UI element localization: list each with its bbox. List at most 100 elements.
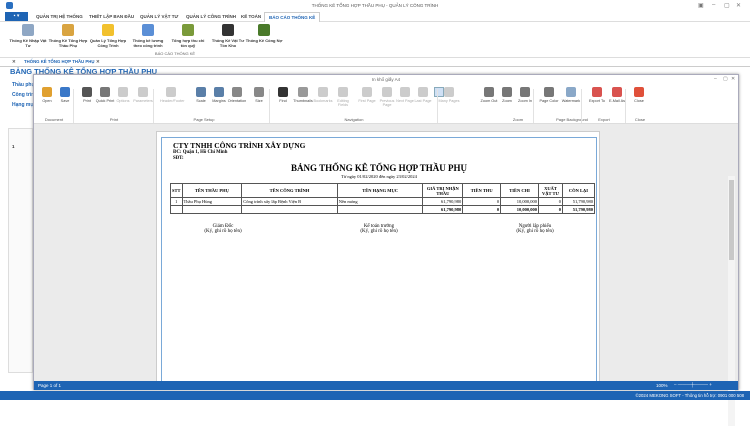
toolbar-export-to[interactable]: Export To [586, 87, 608, 103]
toolbar-thumbnails[interactable]: Thumbnails [292, 87, 314, 103]
sigma-icon [62, 24, 74, 36]
zoom-in-icon [520, 87, 530, 97]
maximize-button[interactable]: ▢ [724, 3, 730, 9]
ribbon-btn-thong-ke-vat-tu-ton-kho[interactable]: Thống Kê Vật Tư Tồn Kho [208, 24, 248, 48]
lightbulb-icon [102, 24, 114, 36]
toolbar-margins[interactable]: Margins [208, 87, 230, 103]
col-con-lai: CÒN LẠI [561, 183, 596, 198]
toolbar-e-mail-as[interactable]: E-Mail As [606, 87, 628, 103]
data-grid[interactable]: 1 [8, 128, 33, 373]
toolbar-label: Header/Footer [160, 99, 185, 103]
toolbar-options[interactable]: Options [112, 87, 134, 103]
help-icon[interactable]: ▣ [698, 3, 704, 9]
toolbar-open[interactable]: Open [36, 87, 58, 103]
toolbar-first-page[interactable]: First Page [356, 87, 378, 103]
toolbar-editing-fields[interactable]: Editing Fields [332, 87, 354, 108]
tab-bao-cao-thong-ke[interactable]: BÁO CÁO THỐNG KÊ [264, 12, 321, 22]
file-menu-button[interactable]: ▪ ▾ [5, 12, 28, 21]
toolbar-close[interactable]: Close [628, 87, 650, 103]
label-thau-phu: Thầu phụ [12, 82, 35, 88]
group-label-print: Print [109, 117, 119, 122]
doc-tab-thong-ke[interactable]: THỐNG KÊ TỔNG HỢP THẦU PHỤ [24, 59, 95, 64]
ribbon-btn-label: Thống Kê Công Nợ [245, 38, 283, 43]
cell: Công trình xây lắp Bệnh Viện B [241, 197, 338, 206]
preview-close[interactable]: ✕ [731, 76, 736, 82]
group-label-navigation: Navigation [344, 117, 364, 122]
scale-icon [196, 87, 206, 97]
toolbar-label: Export To [589, 99, 605, 103]
close-circle-icon [634, 87, 644, 97]
toolbar-find[interactable]: Find [272, 87, 294, 103]
toolbar-many-pages[interactable]: Many Pages [438, 87, 460, 103]
toolbar-print[interactable]: Print [76, 87, 98, 103]
email-pdf-icon [612, 87, 622, 97]
cell: 0 [462, 197, 502, 206]
toolbar-page-color[interactable]: Page Color [538, 87, 560, 103]
zoom-slider[interactable]: – ———┼——— + [674, 382, 712, 387]
ribbon-btn-thong-ke-luong-theo-cong-trinh[interactable]: Thống kê lương theo công trình [128, 24, 168, 48]
page-color-icon [544, 87, 554, 97]
tab-quan-ly-cong-trinh[interactable]: QUẢN LÝ CÔNG TRÌNH [186, 14, 236, 19]
ribbon-btn-thong-ke-nhap-vat-tu[interactable]: Thống Kê Nhập Vật Tư [8, 24, 48, 48]
toolbar-label: Page Color [539, 99, 559, 103]
page-title: BẢNG THỐNG KÊ TỔNG HỢP THẦU PHỤ [10, 67, 158, 76]
report-page: CTY TNHH CÔNG TRÌNH XÂY DỰNG ĐC: Quận 1,… [156, 131, 600, 383]
toolbar-save[interactable]: Save [54, 87, 76, 103]
total-cell: 51,790,980 [561, 205, 596, 214]
tab-quan-ly-vat-tu[interactable]: QUẢN LÝ VẬT TƯ [140, 14, 179, 19]
cell: 0 [538, 197, 563, 206]
ribbon-btn-tong-hop-thu-chi-ton-quy[interactable]: Tổng hợp thu chi tồn quỹ [168, 24, 208, 48]
toolbar-zoom-out[interactable]: Zoom Out [478, 87, 500, 103]
col-stt: STT [170, 183, 183, 198]
toolbar-size[interactable]: Size [248, 87, 270, 103]
toolbar-label: Zoom In [518, 99, 532, 103]
table-row: 1 Thầu Phụ Hùng Công trình xây lắp Bệnh … [170, 197, 596, 206]
vertical-scrollbar[interactable] [728, 176, 735, 426]
group-separator [269, 89, 270, 123]
app-status-bar: ©2024 MEKONG SOFT - Thông tin hỗ trợ: 09… [0, 391, 750, 400]
total-cell: 0 [462, 205, 502, 214]
toolbar-header-footer[interactable]: Header/Footer [160, 87, 185, 103]
toolbar-next-page[interactable]: Next Page [394, 87, 416, 103]
toolbar-zoom[interactable]: Zoom [496, 87, 518, 103]
toolbar-watermark[interactable]: Watermark [560, 87, 582, 103]
bookmarks-icon [318, 87, 328, 97]
toolbar-last-page[interactable]: Last Page [412, 87, 434, 103]
total-cell: 61,790,980 [422, 205, 464, 214]
toolbar-zoom-in[interactable]: Zoom In [514, 87, 536, 103]
grid-row-number[interactable]: 1 [12, 144, 15, 149]
close-button[interactable]: ✕ [736, 3, 742, 9]
preview-maximize[interactable]: ▢ [723, 76, 728, 82]
toolbar-label: Bookmarks [313, 99, 333, 103]
toolbar-label: Options [116, 99, 130, 103]
preview-minimize[interactable]: – [714, 76, 717, 82]
ribbon-btn-thong-ke-cong-no[interactable]: Thống Kê Công Nợ [244, 24, 284, 43]
sig-note: (Ký, ghi rõ họ tên) [360, 229, 398, 234]
ribbon-btn-quan-ly-tong-hop-cong-trinh[interactable]: Quản Lý Tổng Hợp Công Trình [88, 24, 128, 48]
toolbar-bookmarks[interactable]: Bookmarks [312, 87, 334, 103]
toolbar-label: Orientation [227, 99, 247, 103]
tab-close-icon[interactable]: ✕ [96, 59, 100, 64]
tab-quan-tri-he-thong[interactable]: QUẢN TRỊ HỆ THỐNG [36, 14, 83, 19]
minimize-button[interactable]: – [712, 2, 716, 8]
group-label-page-background: Page Background [556, 117, 588, 122]
ribbon-btn-thong-ke-tong-hop-thau-phu[interactable]: Thống Kê Tổng Hợp Thầu Phụ [48, 24, 88, 48]
toolbar-parameters[interactable]: Parameters [132, 87, 154, 103]
col-ten-hang-muc: TÊN HẠNG MỤC [336, 183, 424, 198]
toolbar-scale[interactable]: Scale [190, 87, 212, 103]
tab-ke-toan[interactable]: KẾ TOÁN [241, 14, 262, 19]
toolbar-previous-page[interactable]: Previous Page [376, 87, 398, 108]
tab-thiet-lap-ban-dau[interactable]: THIẾT LẬP BAN ĐẦU [89, 14, 135, 19]
close-all-tabs-icon[interactable]: ✕ [12, 59, 16, 64]
app-icon[interactable] [6, 2, 13, 9]
toolbar-label: Quick Print [95, 99, 115, 103]
toolbar-orientation[interactable]: Orientation [226, 87, 248, 103]
preview-status-bar: Page 1 of 1 100% – ———┼——— + [34, 381, 738, 390]
toolbar-label: Thumbnails [293, 99, 313, 103]
zoom-level: 100% [656, 383, 668, 388]
col-tien-chi: TIỀN CHI [500, 183, 540, 198]
group-label-zoom: Zoom [512, 117, 524, 122]
toolbar-label: E-Mail As [608, 99, 626, 103]
toolbar-quick-print[interactable]: Quick Print [94, 87, 116, 103]
pointer-tool-icon[interactable] [434, 87, 444, 97]
